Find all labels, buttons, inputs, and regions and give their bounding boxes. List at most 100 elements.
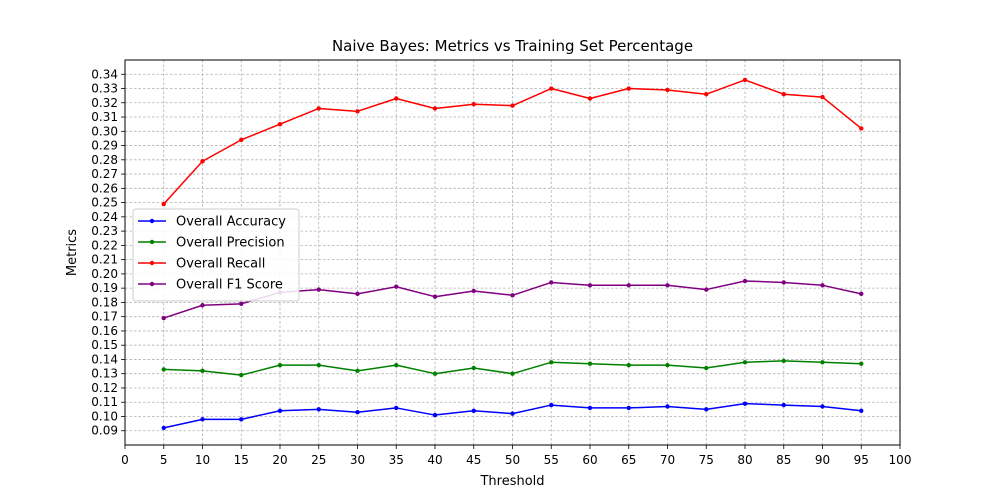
- data-point: [161, 367, 166, 372]
- x-axis-label: Threshold: [479, 474, 544, 489]
- data-point: [820, 404, 825, 409]
- x-tick-label: 60: [582, 453, 597, 467]
- y-tick-label: 0.33: [91, 82, 118, 96]
- x-tick-label: 15: [234, 453, 249, 467]
- data-point: [742, 278, 748, 284]
- x-tick-label: 30: [350, 453, 365, 467]
- data-point: [161, 425, 166, 431]
- x-tick-label: 35: [389, 453, 404, 467]
- data-point: [432, 371, 438, 376]
- legend-label: Overall Precision: [176, 236, 285, 251]
- x-axis-ticks: 0 5 10 15 20 25 30 35 40 45 50 55 60 65 70 75 80 85 90 95 10…: [121, 445, 911, 467]
- data-point: [432, 294, 438, 299]
- legend-marker: [149, 218, 155, 224]
- x-tick-label: 65: [621, 453, 636, 467]
- data-point: [394, 362, 399, 368]
- legend-marker: [149, 239, 155, 245]
- y-tick-label: 0.27: [91, 167, 118, 181]
- data-point: [316, 407, 321, 412]
- data-point: [316, 362, 321, 368]
- y-tick-label: 0.29: [91, 139, 118, 153]
- data-point: [277, 408, 283, 413]
- data-point: [432, 106, 438, 111]
- y-tick-label: 0.17: [91, 310, 118, 324]
- legend-item: Overall Accuracy: [138, 215, 286, 230]
- data-point: [859, 408, 864, 413]
- data-point: [587, 96, 593, 101]
- data-point: [781, 358, 786, 364]
- y-tick-label: 0.11: [91, 395, 118, 409]
- data-point: [587, 361, 593, 366]
- x-tick-label: 75: [699, 453, 714, 467]
- legend: Overall Accuracy Overall Precision Overall…: [132, 208, 300, 302]
- data-point: [394, 96, 399, 101]
- legend-label: Overall Accuracy: [176, 215, 286, 230]
- x-tick-label: 50: [505, 453, 520, 467]
- x-tick-label: 20: [272, 453, 287, 467]
- data-point: [820, 360, 825, 365]
- data-point: [239, 372, 244, 378]
- x-tick-label: 0: [121, 453, 129, 467]
- data-point: [549, 86, 554, 91]
- data-point: [510, 103, 515, 108]
- data-point: [355, 109, 360, 114]
- legend-item: Overall F1 Score: [138, 278, 283, 293]
- legend-label: Overall F1 Score: [176, 278, 283, 293]
- y-tick-label: 0.21: [91, 253, 118, 267]
- data-point: [742, 360, 748, 365]
- data-point: [742, 401, 748, 406]
- data-point: [781, 280, 786, 285]
- data-point: [820, 283, 825, 288]
- y-tick-label: 0.34: [91, 67, 118, 81]
- data-point: [587, 405, 593, 411]
- x-tick-label: 40: [427, 453, 442, 467]
- y-tick-label: 0.25: [91, 196, 118, 210]
- y-tick-label: 0.23: [91, 224, 118, 238]
- y-tick-label: 0.13: [91, 367, 118, 381]
- y-tick-label: 0.31: [91, 110, 118, 124]
- data-point: [161, 315, 166, 321]
- x-tick-label: 55: [544, 453, 559, 467]
- legend-item: Overall Precision: [138, 236, 285, 251]
- data-point: [394, 284, 399, 289]
- x-tick-label: 25: [311, 453, 326, 467]
- y-tick-label: 0.30: [91, 124, 118, 138]
- y-tick-label: 0.12: [91, 381, 118, 395]
- data-point: [859, 126, 864, 131]
- data-point: [704, 287, 709, 292]
- data-point: [239, 417, 244, 422]
- x-tick-label: 5: [160, 453, 168, 467]
- legend-marker: [149, 260, 155, 266]
- data-point: [549, 280, 554, 285]
- data-point: [704, 365, 709, 371]
- y-axis-label: Metrics: [65, 229, 80, 276]
- data-point: [549, 402, 554, 408]
- series-overall-accuracy: [161, 401, 864, 431]
- data-point: [200, 417, 205, 422]
- legend-item: Overall Recall: [138, 257, 265, 272]
- data-point: [200, 159, 205, 164]
- y-tick-label: 0.16: [91, 324, 118, 338]
- data-point: [626, 283, 631, 288]
- y-tick-label: 0.09: [91, 424, 118, 438]
- data-point: [510, 371, 515, 376]
- x-tick-label: 90: [815, 453, 830, 467]
- data-point: [665, 283, 670, 288]
- series-overall-precision: [161, 358, 864, 378]
- data-point: [277, 121, 283, 127]
- data-point: [820, 94, 825, 100]
- y-tick-label: 0.32: [91, 96, 118, 110]
- x-tick-label: 70: [660, 453, 675, 467]
- chart-title: Naive Bayes: Metrics vs Training Set Per…: [332, 37, 693, 55]
- data-point: [432, 412, 438, 418]
- y-tick-label: 0.14: [91, 352, 118, 366]
- y-axis-ticks: 0.090.100.110.120.130.140.150.160.170.18…: [91, 67, 125, 438]
- y-tick-label: 0.10: [91, 409, 118, 423]
- data-point: [665, 362, 670, 368]
- data-point: [704, 92, 709, 97]
- x-tick-label: 85: [776, 453, 791, 467]
- y-tick-label: 0.24: [91, 210, 118, 224]
- data-point: [471, 102, 476, 107]
- legend-box: [132, 208, 300, 302]
